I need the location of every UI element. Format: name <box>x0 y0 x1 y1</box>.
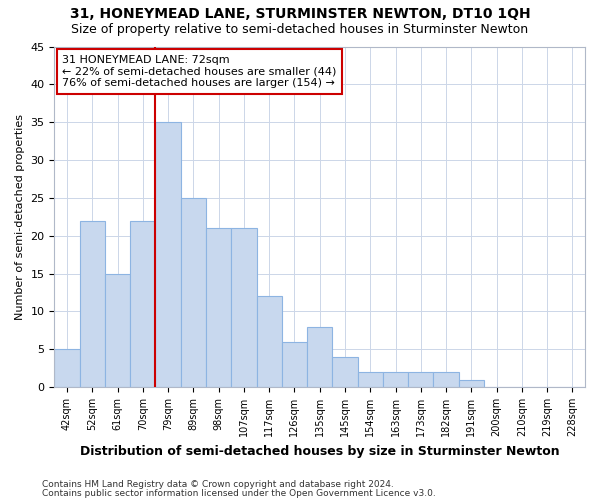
Bar <box>358 372 383 387</box>
Bar <box>155 122 181 387</box>
Text: 31 HONEYMEAD LANE: 72sqm
← 22% of semi-detached houses are smaller (44)
76% of s: 31 HONEYMEAD LANE: 72sqm ← 22% of semi-d… <box>62 55 337 88</box>
Bar <box>105 274 130 387</box>
Bar <box>332 357 358 387</box>
Text: Contains HM Land Registry data © Crown copyright and database right 2024.: Contains HM Land Registry data © Crown c… <box>42 480 394 489</box>
Text: Contains public sector information licensed under the Open Government Licence v3: Contains public sector information licen… <box>42 488 436 498</box>
Bar <box>257 296 282 387</box>
Text: 31, HONEYMEAD LANE, STURMINSTER NEWTON, DT10 1QH: 31, HONEYMEAD LANE, STURMINSTER NEWTON, … <box>70 8 530 22</box>
Bar <box>206 228 231 387</box>
Bar <box>458 380 484 387</box>
Bar <box>231 228 257 387</box>
Bar <box>433 372 458 387</box>
Bar <box>130 220 155 387</box>
Bar <box>55 349 80 387</box>
X-axis label: Distribution of semi-detached houses by size in Sturminster Newton: Distribution of semi-detached houses by … <box>80 444 560 458</box>
Text: Size of property relative to semi-detached houses in Sturminster Newton: Size of property relative to semi-detach… <box>71 22 529 36</box>
Bar <box>282 342 307 387</box>
Bar <box>80 220 105 387</box>
Bar <box>307 326 332 387</box>
Bar <box>408 372 433 387</box>
Bar <box>383 372 408 387</box>
Bar <box>181 198 206 387</box>
Y-axis label: Number of semi-detached properties: Number of semi-detached properties <box>15 114 25 320</box>
